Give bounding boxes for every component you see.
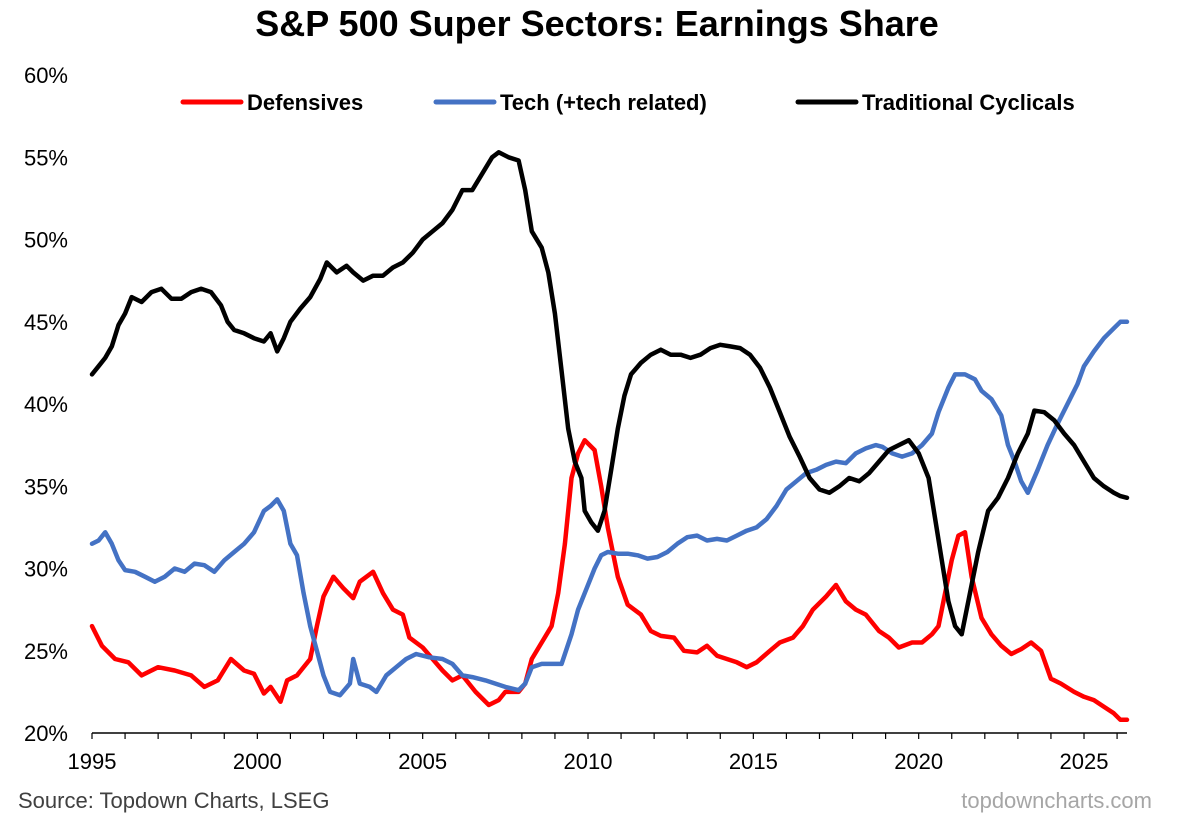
x-tick-label: 2020	[894, 749, 943, 774]
watermark: topdowncharts.com	[961, 788, 1152, 813]
source-note: Source: Topdown Charts, LSEG	[18, 788, 329, 813]
legend: Defensives Tech (+tech related) Traditiona…	[180, 90, 1075, 115]
series-group	[89, 150, 1130, 723]
y-tick-label: 35%	[24, 474, 68, 499]
series-line-traditional-cyclicals	[89, 150, 1130, 637]
legend-label: Tech (+tech related)	[500, 90, 707, 115]
y-tick-label: 55%	[24, 145, 68, 170]
x-tick-label: 2025	[1060, 749, 1109, 774]
x-tick-label: 2010	[564, 749, 613, 774]
y-tick-label: 45%	[24, 310, 68, 335]
x-tick-label: 2005	[398, 749, 447, 774]
y-tick-label: 60%	[24, 63, 68, 88]
y-tick-label: 20%	[24, 721, 68, 746]
y-tick-label: 50%	[24, 228, 68, 253]
x-tick-label: 1995	[68, 749, 117, 774]
series-line-tech-tech-related	[89, 319, 1130, 698]
legend-label: Defensives	[247, 90, 363, 115]
x-tick-label: 2015	[729, 749, 778, 774]
x-tick-label: 2000	[233, 749, 282, 774]
y-tick-label: 40%	[24, 392, 68, 417]
chart-title: S&P 500 Super Sectors: Earnings Share	[255, 3, 939, 44]
legend-label: Traditional Cyclicals	[862, 90, 1075, 115]
y-axis: 20% 25% 30% 35% 40% 45% 50% 55% 60%	[24, 63, 68, 746]
x-axis: 1995 2000 2005 2010 2015 2020 2025	[68, 732, 1127, 774]
y-tick-label: 25%	[24, 639, 68, 664]
y-tick-label: 30%	[24, 557, 68, 582]
